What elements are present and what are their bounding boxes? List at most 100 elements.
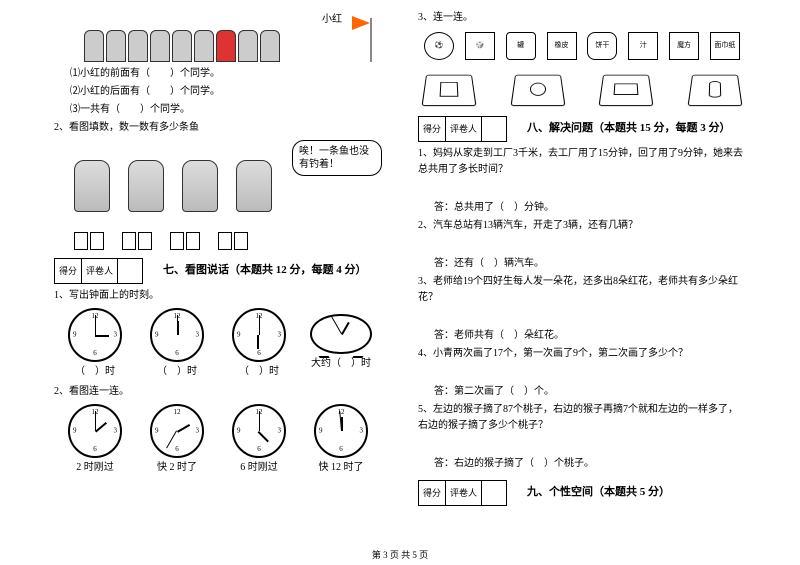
score-blank[interactable] [118, 259, 142, 283]
juice-box-icon: 汁 [628, 32, 658, 60]
a8-2: 答：还有（ ）辆汽车。 [418, 256, 746, 272]
clock-label: （ ）时 [224, 364, 294, 380]
answer-box[interactable] [138, 232, 152, 250]
cat-icon [74, 160, 110, 212]
right-column: 3、连一连。 ⚽ 🎲 罐 橡皮 饼干 汁 魔方 面巾纸 得分 评卷人 八、解决问… [400, 0, 800, 545]
clock-match-label: 6 时刚过 [224, 460, 294, 476]
minute-hand [259, 315, 260, 335]
section7-title: 七、看图说话（本题共 12 分，每题 4 分） [163, 262, 367, 280]
student-icon [238, 30, 258, 62]
cube-shape-icon [422, 75, 477, 106]
score-box: 得分 评卷人 [418, 116, 507, 142]
score-label-pjr: 评卷人 [446, 117, 482, 141]
cats-fish-illustration: 唉！一条鱼也没有钓着！ [64, 140, 382, 250]
clock-item: 39 （ ）时 [142, 308, 212, 380]
section8-title: 八、解决问题（本题共 15 分，每题 3 分） [527, 120, 731, 138]
student-icon [194, 30, 214, 62]
score-label-defen: 得分 [55, 259, 82, 283]
answer-box[interactable] [234, 232, 248, 250]
q7-2-prompt: 2、看图连一连。 [54, 384, 382, 400]
cylinder-shape-icon [687, 75, 742, 106]
dice-icon: 🎲 [465, 32, 495, 60]
soccer-ball-icon: ⚽ [424, 32, 454, 60]
answer-box[interactable] [170, 232, 184, 250]
student-icon [150, 30, 170, 62]
score-label-pjr: 评卷人 [446, 481, 482, 505]
minute-hand [331, 316, 342, 334]
minute-hand [177, 315, 178, 335]
cuboid-shape-icon [599, 75, 654, 106]
q8-1: 1、妈妈从家走到工厂3千米，去工厂用了15分钟，回了用了9分钟，她来去总共用了多… [418, 146, 746, 178]
rubiks-cube-icon: 魔方 [669, 32, 699, 60]
page-footer: 第 3 页 共 5 页 [0, 548, 800, 561]
student-icon [128, 30, 148, 62]
clock-item: 39 （ ）时 [60, 308, 130, 380]
clock-icon: 39 [314, 404, 368, 458]
hour-hand [257, 335, 259, 349]
section8-header: 得分 评卷人 八、解决问题（本题共 15 分，每题 3 分） [418, 116, 746, 142]
page: 小红 ⑴小红的前面有（ ）个同学。 ⑵小红的后面有（ ）个同学。 ⑶一共有（ ）… [0, 0, 800, 545]
a8-5: 答：右边的猴子摘了（ ）个桃子。 [418, 456, 746, 472]
minute-hand [95, 411, 96, 431]
clock-item: 39 快 12 时了 [306, 404, 376, 476]
cat-icon [236, 160, 272, 212]
answer-box[interactable] [122, 232, 136, 250]
objects-row: ⚽ 🎲 罐 橡皮 饼干 汁 魔方 面巾纸 [424, 32, 740, 60]
a8-4: 答：第二次画了（ ）个。 [418, 384, 746, 400]
hour-hand [341, 322, 350, 335]
score-blank[interactable] [482, 481, 506, 505]
minute-hand [259, 411, 260, 431]
clock-item: 39 快 2 时了 [142, 404, 212, 476]
answer-box[interactable] [186, 232, 200, 250]
answer-boxes-row [74, 232, 248, 250]
score-box: 得分 评卷人 [418, 480, 507, 506]
alarm-clock-icon [310, 314, 372, 354]
clock-label: （ ）时 [142, 364, 212, 380]
minute-hand [95, 315, 96, 335]
clock-icon: 39 [232, 404, 286, 458]
flag-pole-icon [370, 18, 372, 62]
score-blank[interactable] [482, 117, 506, 141]
clock-icon: 39 [232, 308, 286, 362]
clocks-row-2: 39 2 时刚过 39 快 2 时了 39 6 时刚过 [54, 404, 382, 476]
clock-icon: 39 [68, 308, 122, 362]
clock-match-label: 快 12 时了 [306, 460, 376, 476]
a8-3: 答：老师共有（ ）朵红花。 [418, 328, 746, 344]
clock-icon: 39 [68, 404, 122, 458]
answer-box[interactable] [218, 232, 232, 250]
student-icon [260, 30, 280, 62]
q7-1-prompt: 1、写出钟面上的时刻。 [54, 288, 382, 304]
answer-box[interactable] [90, 232, 104, 250]
q8-3: 3、老师给19个四好生每人发一朵花，还多出8朵红花，老师共有多少朵红花？ [418, 274, 746, 306]
cat-icon [182, 160, 218, 212]
section9-title: 九、个性空间（本题共 5 分） [527, 484, 670, 502]
student-icon [106, 30, 126, 62]
answer-box[interactable] [74, 232, 88, 250]
score-box: 得分 评卷人 [54, 258, 143, 284]
q1-line-c: ⑶一共有（ ）个同学。 [54, 102, 382, 118]
answer-box-pair [74, 232, 104, 250]
q8-5: 5、左边的猴子摘了87个桃子，右边的猴子再摘7个就和左边的一样多了，右边的猴子摘… [418, 402, 746, 434]
xiaohong-label: 小红 [322, 12, 342, 28]
hour-hand [258, 431, 269, 442]
a8-1: 答：总共用了（ ）分钟。 [418, 200, 746, 216]
student-icon [84, 30, 104, 62]
q8-4: 4、小青两次画了17个，第一次画了9个，第二次画了多少个？ [418, 346, 746, 362]
answer-box-pair [218, 232, 248, 250]
clock-label: 大约（ ）时 [306, 356, 376, 372]
answer-box-pair [122, 232, 152, 250]
hour-hand [95, 335, 109, 337]
speech-bubble: 唉！一条鱼也没有钓着！ [292, 140, 382, 176]
students-queue-illustration: 小红 [84, 12, 382, 62]
can-icon: 罐 [506, 32, 536, 60]
section7-header: 得分 评卷人 七、看图说话（本题共 12 分，每题 4 分） [54, 258, 382, 284]
student-xiaohong-icon [216, 30, 236, 62]
clock-icon: 39 [150, 308, 204, 362]
flag-icon [352, 16, 370, 30]
score-label-pjr: 评卷人 [82, 259, 118, 283]
score-label-defen: 得分 [419, 481, 446, 505]
q1-line-b: ⑵小红的后面有（ ）个同学。 [54, 84, 382, 100]
clock-icon: 39 [150, 404, 204, 458]
clock-match-label: 快 2 时了 [142, 460, 212, 476]
clock-item: 39 2 时刚过 [60, 404, 130, 476]
